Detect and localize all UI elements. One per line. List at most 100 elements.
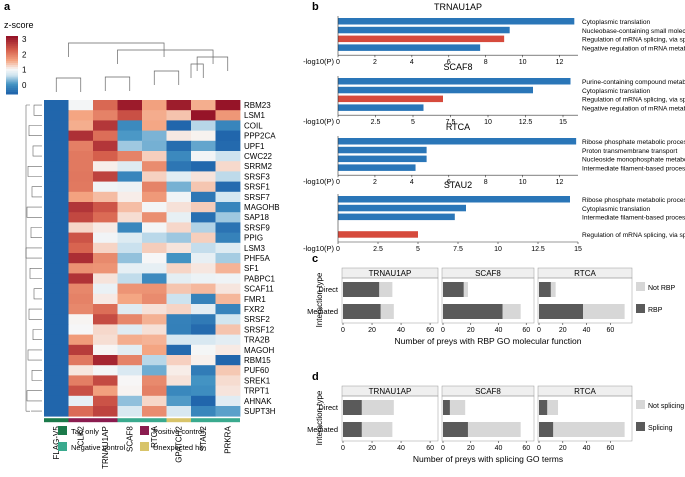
go-tick-label: 5 [411,119,415,126]
heatmap-row-label: SRSF1 [244,183,270,192]
heatmap-cell [44,395,69,407]
heatmap-cell [215,171,241,182]
heatmap-column-label: GPATCH2 [175,426,184,463]
stack-legend-swatch [636,400,645,409]
row-dendrogram-branch [25,247,42,259]
colorbar-segment [6,49,18,52]
heatmap-cell [142,293,167,305]
heatmap-cell [191,242,216,254]
heatmap-row-label: LSM1 [244,111,265,120]
heatmap-cell [215,161,241,172]
stack-tick-label: 0 [341,327,345,334]
go-tick-label: 12 [556,59,564,66]
heatmap-cell [117,304,143,315]
heatmap-cell [68,263,94,274]
heatmap-cell [68,151,94,162]
go-axis-label: -log10(P) [303,177,334,186]
panel-label-c: c [312,253,318,265]
heatmap-cell [117,355,143,366]
heatmap-cell [215,314,241,325]
column-dendrogram-branch [153,70,180,85]
row-dendrogram-branch [31,186,42,198]
go-tick-label: 2 [373,59,377,66]
heatmap-cell [166,314,192,325]
heatmap-cell [215,242,241,254]
stack-bar-rbp [443,304,503,319]
heatmap-cell [68,314,94,325]
heatmap-cell [93,140,118,152]
heatmap-cell [93,100,118,111]
heatmap-cell [93,191,118,203]
heatmap-cell [166,191,192,203]
stack-bar-rbp [539,304,583,319]
heatmap-cell [93,344,118,356]
stack-bar-not-splicing [361,422,393,437]
heatmap-cell [215,202,241,213]
heatmap-cell [44,140,69,152]
heatmap-cell [142,130,167,142]
colorbar-segment [6,80,18,83]
heatmap-row-label: LSM3 [244,244,265,253]
stack-bar-splicing [443,400,450,415]
stack-legend-swatch [636,422,645,431]
stack-tick-label: 20 [467,445,475,452]
heatmap-cell [44,202,69,213]
heatmap-cell [191,151,216,162]
heatmap-cell [191,161,216,172]
heatmap-row-label: MAGOH [244,346,274,355]
heatmap-cell [68,202,94,213]
stack-y-axis-title: Interaction type [315,390,324,445]
colorbar-segment [6,74,18,78]
go-bar [338,213,455,221]
colorbar-segment [6,51,18,54]
heatmap-cell [166,232,192,244]
heatmap-row-label: COIL [244,121,263,130]
heatmap-cell [166,100,192,111]
heatmap-cell [142,406,167,417]
heatmap-cell [44,344,69,356]
colorbar-segment [6,82,18,85]
heatmap-cell [68,283,94,295]
stack-tick-label: 40 [397,327,405,334]
heatmap-cell [191,406,216,417]
heatmap-cell [191,375,216,386]
legend-label: Tag only [71,427,99,436]
heatmap-cell [191,344,216,356]
stack-tick-label: 0 [537,327,541,334]
heatmap-cell [142,242,167,254]
legend-label: Unexpected hit [153,443,204,452]
heatmap-cell [68,212,94,223]
colorbar-segment [6,37,18,41]
heatmap-cell [142,395,167,407]
heatmap-cell [117,283,143,295]
heatmap-cell [215,273,241,284]
heatmap-cell [142,222,167,233]
heatmap-cell [191,324,216,335]
heatmap-column-label: SCAF8 [126,426,135,452]
heatmap-row-label: SUPT3H [244,407,276,416]
heatmap-cell [166,385,192,397]
legend-label: Negative control [71,443,126,452]
go-term-label: Intermediate filament-based process [582,215,685,222]
row-dendrogram-branch [32,329,42,340]
colorbar-segment [6,55,18,58]
heatmap-cell [166,171,192,182]
heatmap-cell [166,304,192,315]
colorbar-segment [6,70,18,74]
colorbar-segment [6,66,18,70]
go-tick-label: 12.5 [519,119,533,126]
column-dendrogram-branch [104,76,131,91]
heatmap-cell [166,395,192,407]
heatmap-cell [117,314,143,325]
heatmap-cell [215,324,241,335]
heatmap-cell [142,202,167,213]
colorbar-segment [6,36,18,39]
heatmap-column-label: RTCA [150,426,159,448]
go-tick-label: 2.5 [371,119,381,126]
stack-legend-label: Splicing [648,425,673,432]
column-group-bar [142,418,167,423]
colorbar-tick: 3 [22,35,27,44]
facet-frame [537,395,633,442]
